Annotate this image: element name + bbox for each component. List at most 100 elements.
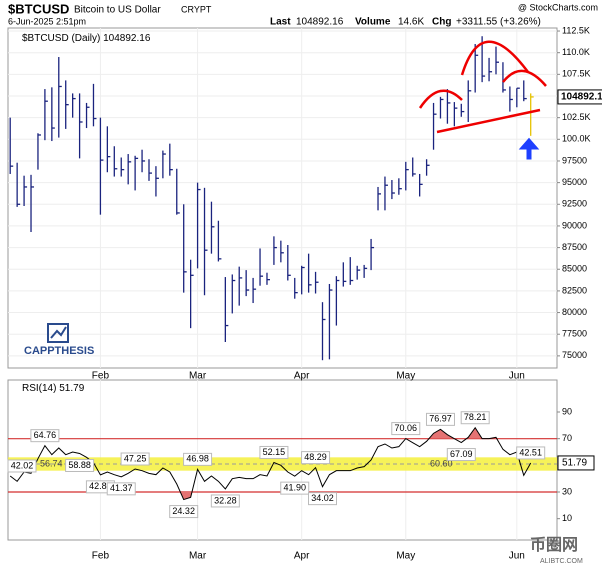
y-tick-label: 102.5K — [562, 112, 591, 122]
rsi-line — [9, 426, 532, 501]
watermark: 币圈网 — [530, 536, 578, 554]
logo-icon — [50, 326, 67, 339]
value-label: 41.90 — [283, 483, 306, 493]
y-tick-label: 92500 — [562, 199, 587, 209]
legend-value: 51.79 — [59, 383, 84, 394]
last-value: 104892.16 — [296, 17, 344, 28]
last-value-box — [557, 89, 602, 105]
value-label: 46.98 — [186, 454, 209, 464]
value-label-box — [65, 458, 95, 472]
logo-icon — [47, 323, 69, 343]
value-label: 58.88 — [68, 460, 91, 470]
change-label: Chg — [432, 17, 451, 28]
symbol-name: Bitcoin to US Dollar — [74, 5, 161, 16]
value-label: 24.32 — [172, 506, 195, 516]
value-label-box — [391, 422, 421, 436]
y-tick-label: 107.5K — [562, 69, 591, 79]
watermark: ALIBTC.COM — [540, 558, 583, 565]
exchange: CRYPT — [181, 4, 212, 14]
y-tick-label: 10 — [562, 513, 572, 523]
value-label: 41.37 — [110, 483, 133, 493]
y-tick-label: 100.0K — [562, 134, 591, 144]
y-tick-label: 90000 — [562, 220, 587, 230]
last-value-label: 104892.16 — [561, 92, 602, 103]
value-label: 34.02 — [311, 493, 334, 503]
overbought-fill — [405, 427, 497, 439]
x-tick-label: Mar — [189, 371, 207, 382]
value-label-box — [516, 446, 546, 460]
value-label: 42.88 — [89, 481, 112, 491]
value-label: 47.25 — [124, 453, 147, 463]
logo: CAPPTHESIS — [24, 323, 94, 357]
legend-value: 104892.16 — [103, 33, 151, 44]
band-label: 60.60 — [430, 458, 453, 468]
value-label-box — [308, 492, 337, 506]
value-label: 78.21 — [464, 412, 487, 422]
y-tick-label: 80000 — [562, 307, 587, 317]
last-value-box — [557, 455, 595, 471]
value-label: 67.09 — [450, 449, 473, 459]
value-label-box — [169, 505, 199, 519]
y-tick-label: 110.0K — [562, 47, 590, 57]
y-tick-label: 95000 — [562, 177, 587, 187]
value-label-box — [183, 452, 213, 466]
y-tick-label: 112.5K — [562, 25, 590, 35]
x-tick-label: Jun — [509, 371, 525, 382]
volume-value: 14.6K — [398, 17, 424, 28]
y-tick-label: 70 — [562, 433, 572, 443]
source: @ StockCharts.com — [518, 2, 598, 12]
value-label-box — [30, 429, 60, 443]
value-label: 42.02 — [11, 460, 34, 470]
arrow — [518, 137, 540, 160]
value-label-box — [106, 482, 136, 496]
value-label: 76.97 — [429, 414, 452, 424]
value-label-box — [460, 411, 490, 425]
value-label: 64.76 — [34, 430, 57, 440]
price-panel — [7, 27, 558, 369]
band-label: 56.74 — [40, 458, 63, 468]
x-tick-label: Feb — [92, 371, 110, 382]
legend-name: RSI(14) — [22, 383, 56, 394]
x-tick-label: Apr — [294, 371, 310, 382]
date: 6-Jun-2025 2:51pm — [8, 16, 86, 26]
value-label: 52.15 — [263, 447, 286, 457]
value-label: 32.28 — [214, 495, 237, 505]
y-tick-label: 75000 — [562, 350, 587, 360]
value-label: 48.29 — [304, 452, 327, 462]
legend-name: $BTCUSD (Daily) — [22, 33, 100, 44]
marks — [9, 36, 534, 501]
volume-label: Volume — [355, 17, 391, 28]
y-tick-label: 97500 — [562, 155, 587, 165]
right-shoulder — [502, 69, 547, 87]
left-shoulder — [418, 89, 463, 109]
last-value-label: 51.79 — [562, 458, 587, 469]
value-label-box — [280, 481, 310, 495]
y-tick-label: 90 — [562, 406, 572, 416]
x-tick-label: May — [396, 551, 415, 562]
last-label: Last — [270, 17, 291, 28]
value-label: 42.51 — [519, 447, 542, 457]
price-legend: $BTCUSD (Daily) 104892.16 — [22, 33, 151, 44]
y-tick-label: 85000 — [562, 264, 587, 274]
y-tick-label: 30 — [562, 486, 572, 496]
value-label-box — [7, 459, 37, 473]
x-tick-label: Jun — [509, 551, 525, 562]
value-label-box — [259, 445, 289, 459]
value-label: 70.06 — [395, 423, 418, 433]
neckline — [436, 108, 541, 134]
y-tick-label: 77500 — [562, 329, 587, 339]
value-label-box — [446, 448, 476, 462]
logo-text: CAPPTHESIS — [24, 345, 94, 357]
y-tick-label: 82500 — [562, 285, 587, 295]
y-tick-label: 87500 — [562, 242, 587, 252]
change-value: +3311.55 (+3.26%) — [456, 17, 541, 28]
head — [460, 40, 530, 76]
rsi-legend: RSI(14) 51.79 — [22, 383, 85, 394]
x-tick-label: Mar — [189, 551, 207, 562]
symbol: $BTCUSD — [8, 1, 69, 16]
value-label-box — [425, 412, 455, 426]
value-label-box — [301, 451, 331, 465]
x-tick-label: May — [396, 371, 415, 382]
value-label-box — [210, 494, 240, 508]
